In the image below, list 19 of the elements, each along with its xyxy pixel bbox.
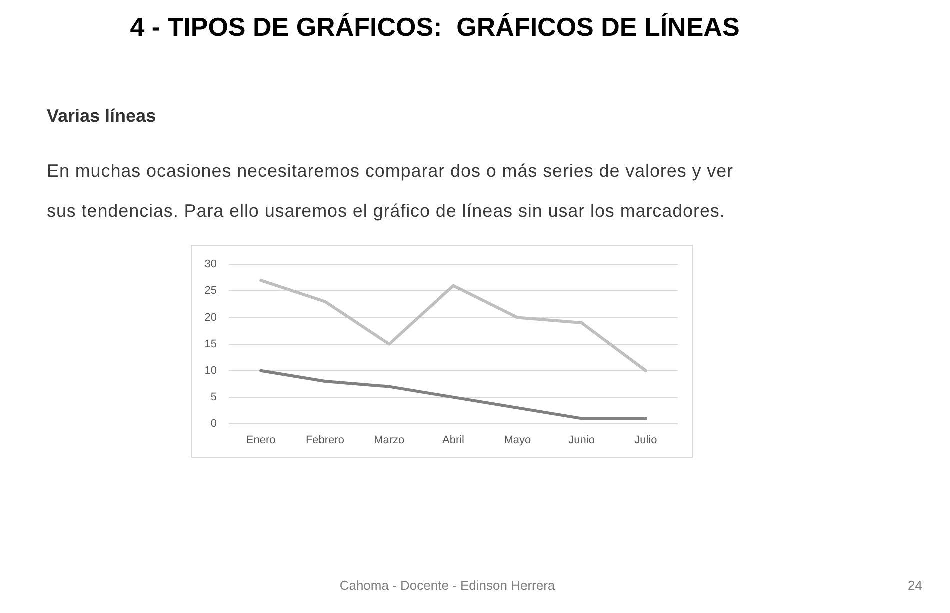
y-tick-label: 0 [210, 418, 217, 430]
chart-title: 4 - TIPOS DE GRÁFICOS: GRÁFICOS DE LÍNEAS [129, 12, 741, 43]
chart-subtitle: Varias líneas [47, 106, 156, 127]
y-tick-label: 15 [204, 338, 217, 350]
text: Cahoma - Docente - Edinson Herrera [338, 578, 556, 593]
y-tick-label: 10 [204, 364, 217, 377]
text: 24 [908, 578, 922, 593]
y-tick-label: 25 [204, 285, 217, 298]
y-tick-label: 30 [204, 258, 217, 271]
y-tick-label: 20 [204, 312, 217, 324]
x-tick-label: Junio [568, 434, 595, 447]
x-tick-label: Julio [634, 434, 658, 447]
x-tick-label: Enero [246, 434, 276, 447]
x-tick-label: Abril [442, 434, 465, 447]
text: En muchas ocasiones necesitaremos comparar dos o más series de valores y ver sus tendencias. Para ello usaremos el gráfico de líneas sin usar los marcadores. [47, 160, 734, 223]
x-tick-label: Marzo [374, 434, 405, 447]
x-tick-label: Febrero [306, 434, 344, 447]
x-tick-label: Mayo [504, 434, 532, 447]
y-tick-label: 5 [210, 391, 217, 404]
